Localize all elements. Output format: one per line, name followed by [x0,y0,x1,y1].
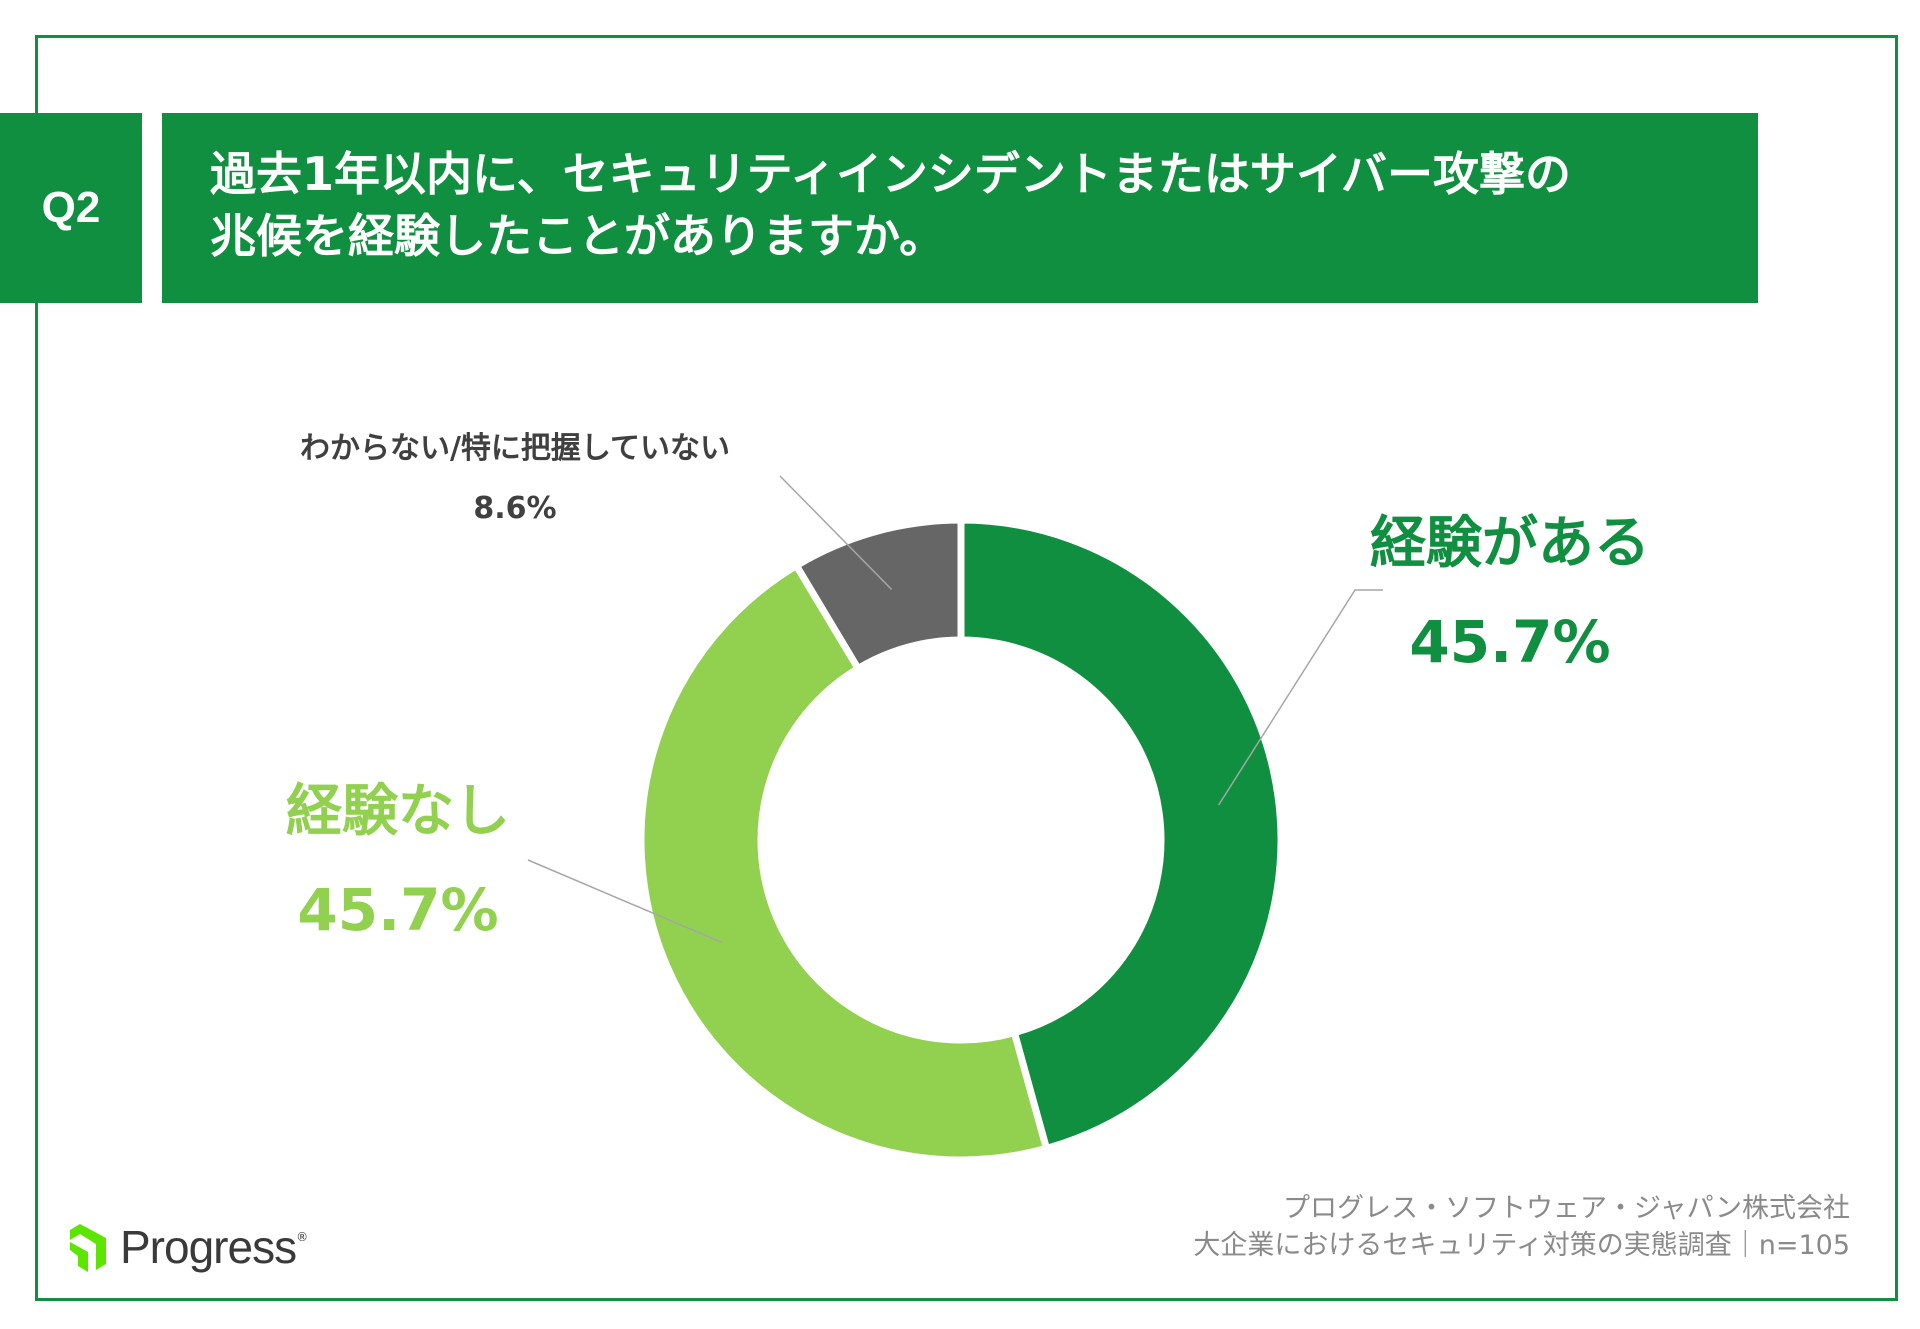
donut-slice-experienced [957,516,1285,1153]
source-note: プログレス・ソフトウェア・ジャパン株式会社 大企業におけるセキュリティ対策の実態… [0,1190,1850,1264]
progress-logo: Progress ® [66,1220,308,1274]
donut-slice-unknown [791,516,965,674]
source-company: プログレス・ソフトウェア・ジャパン株式会社 [1283,1193,1850,1224]
slice-value-experienced: 45.7% [1409,608,1610,676]
leader-lines [527,475,1383,944]
slide-frame [35,35,1898,1301]
slice-value-unknown: 8.6% [473,491,556,526]
question-text-line-1: 過去1年以内に、セキュリティインシデントまたはサイバー攻撃の [210,147,1571,201]
question-text-line-2: 兆候を経験したことがありますか。 [210,209,946,263]
slice-value-not-experienced: 45.7% [297,876,498,944]
registered-mark: ® [296,1230,309,1244]
leader-line-not-experienced [527,859,723,944]
donut-slice-not-experienced [637,560,1051,1164]
leader-line-unknown [779,475,893,590]
question-number: Q2 [41,183,101,232]
leader-line-experienced [1217,589,1383,806]
progress-logo-text: Progress [120,1221,297,1273]
slice-label-not-experienced: 経験なし [286,779,510,844]
question-title-bar: 過去1年以内に、セキュリティインシデントまたはサイバー攻撃の 兆候を経験したこと… [162,113,1758,303]
slice-label-experienced: 経験がある [1370,511,1650,576]
donut-slices [637,516,1285,1164]
progress-logo-icon [70,1224,106,1272]
slice-label-unknown: わからない/特に把握していない [300,431,730,466]
question-number-badge: Q2 [0,113,142,303]
source-survey: 大企業におけるセキュリティ対策の実態調査｜n=105 [1193,1230,1850,1261]
